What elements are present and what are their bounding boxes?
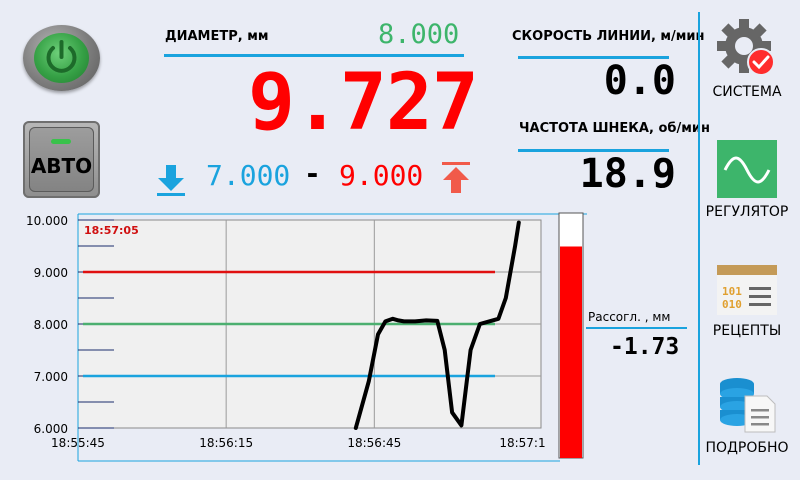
nav-separator	[698, 12, 700, 465]
screw-freq-label: ЧАСТОТА ШНЕКА, об/мин	[519, 121, 710, 136]
x-tick-label: 18:57:1	[499, 436, 545, 450]
mismatch-value: -1.73	[610, 334, 680, 360]
auto-label: АВТО	[30, 154, 93, 178]
nav-regulator-button[interactable]: РЕГУЛЯТОР	[701, 140, 793, 220]
power-button[interactable]	[23, 25, 100, 91]
line-speed-underline	[518, 56, 669, 59]
svg-text:010: 010	[722, 298, 742, 311]
x-tick-label: 18:55:45	[51, 436, 105, 450]
diameter-underline	[164, 54, 464, 57]
diameter-value: 9.727	[248, 58, 479, 148]
power-icon	[34, 33, 89, 83]
gear-check-icon	[717, 18, 777, 78]
upper-limit-value[interactable]: 9.000	[339, 159, 424, 192]
line-speed-label: СКОРОСТЬ ЛИНИИ, м/мин	[512, 29, 705, 44]
nav-details-button[interactable]: ПОДРОБНО	[701, 376, 793, 456]
svg-text:101: 101	[722, 285, 742, 298]
y-tick-label: 10.000	[26, 214, 68, 228]
mismatch-label: Рассогл. , мм	[588, 310, 671, 324]
screw-freq-underline	[518, 149, 669, 152]
auto-indicator-led	[51, 139, 71, 144]
limit-separator: -	[304, 157, 321, 190]
nav-recipes-label: РЕЦЕПТЫ	[712, 323, 782, 339]
diameter-bar-fill	[560, 246, 582, 458]
lower-limit-icon	[156, 163, 186, 201]
upper-limit-icon	[441, 161, 471, 199]
x-tick-label: 18:56:15	[199, 436, 253, 450]
diameter-series-line	[353, 220, 521, 430]
mismatch-underline	[586, 327, 687, 329]
y-tick-label: 7.000	[34, 370, 68, 384]
nav-system-label: СИСТЕМА	[712, 84, 782, 100]
y-tick-label: 9.000	[34, 266, 68, 280]
database-doc-icon	[717, 376, 777, 434]
line-speed-value: 0.0	[603, 58, 676, 104]
chart-timestamp: 18:57:05	[84, 224, 139, 237]
nav-system-button[interactable]: СИСТЕМА	[701, 18, 793, 100]
x-tick-label: 18:56:45	[347, 436, 401, 450]
sine-wave-icon	[717, 140, 777, 198]
y-tick-label: 6.000	[34, 422, 68, 436]
screw-freq-value: 18.9	[579, 151, 676, 197]
binary-list-icon: 101 010	[717, 265, 777, 315]
auto-mode-button[interactable]: АВТО	[23, 121, 100, 198]
diameter-label: ДИАМЕТР, мм	[165, 29, 269, 44]
nav-recipes-button[interactable]: 101 010 РЕЦЕПТЫ	[701, 265, 793, 339]
y-tick-label: 8.000	[34, 318, 68, 332]
diameter-setpoint[interactable]: 8.000	[378, 19, 460, 50]
lower-limit-value[interactable]: 7.000	[206, 159, 291, 192]
nav-details-label: ПОДРОБНО	[705, 440, 789, 456]
nav-regulator-label: РЕГУЛЯТОР	[705, 204, 789, 220]
